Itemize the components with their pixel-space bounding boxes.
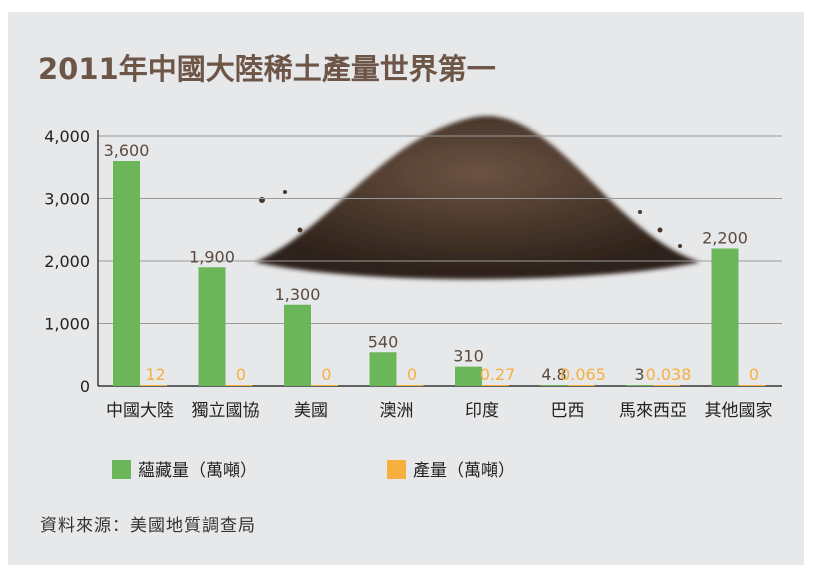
chart-title: 2011年中國大陸稀土產量世界第一	[38, 52, 496, 86]
data-label-reserves: 4.8	[541, 365, 566, 384]
legend-label-production: 產量（萬噸）	[413, 461, 515, 481]
y-tick-label: 4,000	[44, 127, 90, 146]
data-label-production: 0	[407, 365, 417, 384]
x-tick-label: 印度	[465, 401, 499, 421]
x-tick-label: 澳洲	[380, 401, 414, 421]
x-tick-label: 馬來西亞	[619, 401, 687, 421]
data-label-reserves: 1,900	[189, 247, 235, 266]
bar-reserves	[369, 352, 397, 386]
y-tick-label: 2,000	[44, 252, 90, 271]
legend-swatch-reserves	[112, 460, 131, 479]
x-tick-label: 巴西	[551, 401, 585, 421]
bar-production	[653, 385, 680, 386]
bar-reserves	[113, 161, 140, 386]
soil-pile-image	[255, 116, 700, 280]
bar-production	[225, 385, 253, 386]
data-label-reserves: 3,600	[104, 141, 150, 160]
data-label-reserves: 3	[634, 365, 644, 384]
source-note: 資料來源：美國地質調查局	[40, 516, 256, 536]
y-tick-label: 1,000	[44, 315, 90, 334]
data-label-production: 12	[145, 365, 165, 384]
x-tick-label: 獨立國協	[192, 401, 260, 421]
data-label-reserves: 540	[368, 332, 399, 351]
data-label-reserves: 1,300	[275, 285, 321, 304]
bar-reserves	[626, 385, 653, 386]
data-label-reserves: 310	[453, 347, 484, 366]
bar-reserves	[455, 366, 482, 386]
bar-reserves	[540, 385, 568, 386]
x-tick-label: 中國大陸	[106, 401, 174, 421]
data-label-reserves: 2,200	[702, 229, 748, 248]
bar-production	[311, 385, 338, 386]
bar-production	[482, 385, 509, 386]
bar-reserves	[711, 248, 739, 386]
bar-reserves	[198, 267, 226, 386]
data-label-production: 0.038	[646, 365, 692, 384]
bar-production	[567, 385, 595, 386]
data-label-production: 0	[749, 365, 759, 384]
bar-reserves	[284, 304, 311, 386]
bar-production	[140, 385, 167, 386]
data-label-production: 0.27	[480, 365, 516, 384]
data-label-production: 0	[236, 365, 246, 384]
x-tick-label: 美國	[294, 401, 328, 421]
y-tick-label: 3,000	[44, 190, 90, 209]
legend-label-reserves: 蘊藏量（萬噸）	[138, 461, 257, 481]
y-tick-label: 0	[80, 377, 90, 396]
data-label-production: 0	[321, 365, 331, 384]
legend-swatch-production	[387, 460, 406, 479]
bar-production	[738, 385, 766, 386]
x-tick-label: 其他國家	[705, 401, 773, 421]
data-label-production: 0.065	[560, 365, 606, 384]
bar-production	[396, 385, 424, 386]
